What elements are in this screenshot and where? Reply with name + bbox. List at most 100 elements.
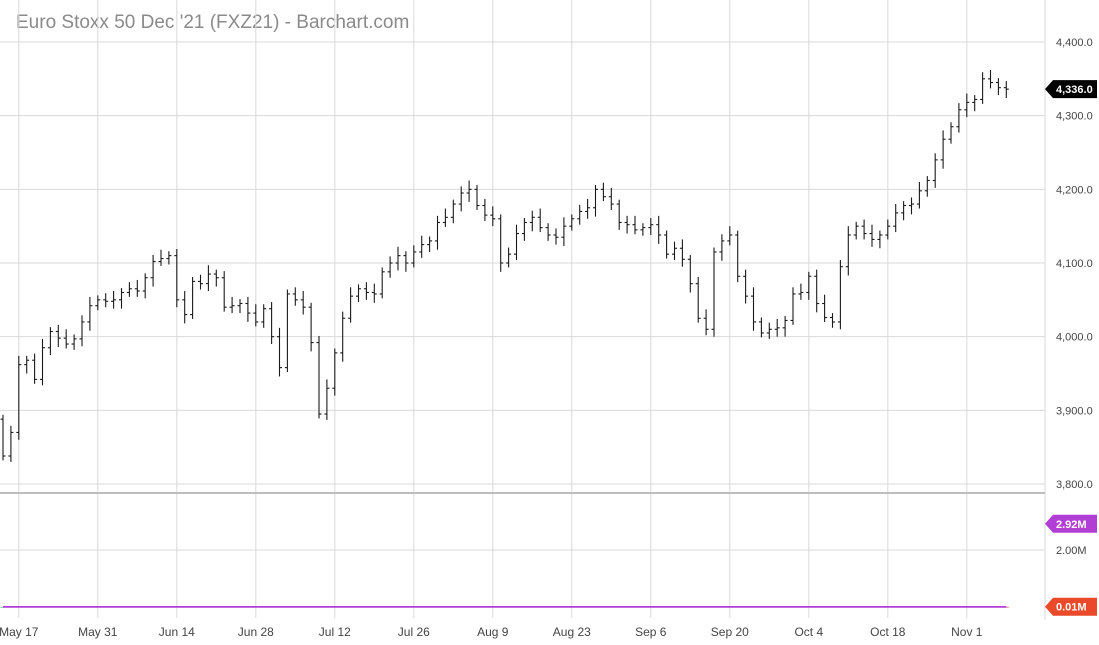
ohlc-bar (24, 355, 30, 374)
ohlc-bar (703, 309, 709, 336)
ohlc-bar (71, 334, 77, 350)
ohlc-bar (427, 236, 433, 252)
ohlc-bar (735, 230, 741, 283)
date-tick-label: Jun 14 (159, 625, 195, 639)
axis-flags: 4,336.0 2.92M 0.01M (1045, 80, 1097, 616)
date-tick-label: Nov 1 (951, 625, 983, 639)
ohlc-bar (95, 295, 101, 311)
ohlc-bar (798, 283, 804, 300)
ohlc-bar (656, 215, 662, 244)
ohlc-bar (758, 317, 764, 338)
ohlc-bar (553, 228, 559, 245)
ohlc-bar (356, 284, 361, 303)
ohlc-bar (577, 204, 583, 225)
ohlc-bar (119, 288, 124, 309)
ohlc-bar (869, 224, 875, 247)
ohlc-bar (924, 176, 930, 197)
date-tick-label: May 31 (78, 625, 118, 639)
ohlc-bar (845, 226, 851, 276)
ohlc-bar (916, 181, 922, 209)
ohlc-bar (466, 180, 472, 202)
ohlc-bar (537, 208, 543, 233)
ohlc-bar (632, 215, 638, 235)
ohlc-bar (16, 355, 22, 440)
ohlc-bar (719, 234, 725, 261)
ohlc-bar (695, 276, 701, 323)
ohlc-bar (395, 246, 401, 271)
ohlc-bar (245, 296, 251, 322)
ohlc-bar (498, 214, 504, 272)
volume-average-flag: 2.92M (1045, 514, 1097, 533)
ohlc-bar (995, 78, 1001, 96)
date-tick-label: Aug 23 (553, 625, 591, 639)
date-tick-label: Jun 28 (238, 625, 274, 639)
price-tick-label: 4,000.0 (1056, 332, 1093, 344)
ohlc-bar (8, 425, 14, 462)
ohlc-bar (213, 269, 219, 287)
ohlc-bar (980, 72, 986, 104)
ohlc-bar (861, 219, 867, 240)
ohlc-bar (261, 304, 267, 328)
ohlc-bars (0, 69, 1009, 462)
ohlc-bar (166, 251, 172, 265)
ohlc-bar (340, 311, 346, 362)
ohlc-bar (664, 230, 670, 259)
ohlc-bar (482, 198, 488, 222)
ohlc-bar (174, 249, 180, 308)
ohlc-bar (490, 206, 496, 227)
ohlc-bar (55, 324, 61, 347)
date-tick-label: Sep 20 (711, 625, 749, 639)
svg-text:4,336.0: 4,336.0 (1056, 84, 1093, 96)
ohlc-bar (600, 182, 606, 202)
date-tick-label: Oct 18 (870, 625, 906, 639)
ohlc-bar (814, 269, 820, 313)
price-tick-label: 4,100.0 (1056, 258, 1093, 270)
ohlc-bar (32, 353, 38, 384)
ohlc-bar (877, 230, 883, 249)
ohlc-bar (435, 215, 440, 250)
ohlc-bar (442, 208, 448, 227)
ohlc-bar (806, 271, 812, 300)
ohlc-bar (411, 245, 417, 268)
ohlc-bar (237, 299, 243, 314)
ohlc-bar (269, 302, 275, 345)
ohlc-bar (988, 69, 993, 89)
ohlc-bar (348, 287, 354, 323)
svg-text:2.92M: 2.92M (1056, 519, 1087, 531)
ohlc-bar (885, 219, 891, 240)
date-tick-label: Jul 12 (319, 625, 351, 639)
ohlc-bar (585, 198, 591, 219)
price-tick-label: 4,300.0 (1056, 111, 1093, 123)
ohlc-bar (292, 287, 298, 306)
price-axis: 3,800.0 3,900.0 4,000.0 4,100.0 4,200.0 4,300… (1056, 37, 1093, 557)
ohlc-bar (111, 290, 117, 309)
ohlc-bar (253, 304, 259, 327)
ohlc-bar (774, 318, 780, 337)
ohlc-bar (1003, 81, 1009, 98)
ohlc-bar (371, 283, 377, 303)
ohlc-bar (561, 217, 567, 247)
ohlc-bar (743, 269, 749, 304)
ohlc-bar (458, 186, 464, 212)
price-tick-label: 3,900.0 (1056, 405, 1093, 417)
ohlc-bar (837, 260, 843, 330)
price-tick-label: 3,800.0 (1056, 479, 1093, 491)
ohlc-bar (205, 265, 211, 291)
ohlc-bar (790, 287, 796, 325)
ohlc-bar (300, 290, 306, 315)
ohlc-bar (711, 247, 717, 337)
ohlc-bar (608, 187, 614, 210)
ohlc-bar (521, 218, 527, 241)
grid-layer (0, 0, 1046, 620)
ohlc-bar (387, 256, 393, 278)
ohlc-bar (901, 201, 907, 221)
date-tick-label: Sep 6 (635, 625, 667, 639)
ohlc-bar (284, 289, 290, 373)
ohlc-bar (853, 221, 859, 240)
ohlc-bar (593, 184, 598, 217)
last-volume-flag: 0.01M (1045, 597, 1097, 616)
price-tick-label: 4,400.0 (1056, 37, 1093, 49)
ohlc-bar (190, 276, 196, 319)
